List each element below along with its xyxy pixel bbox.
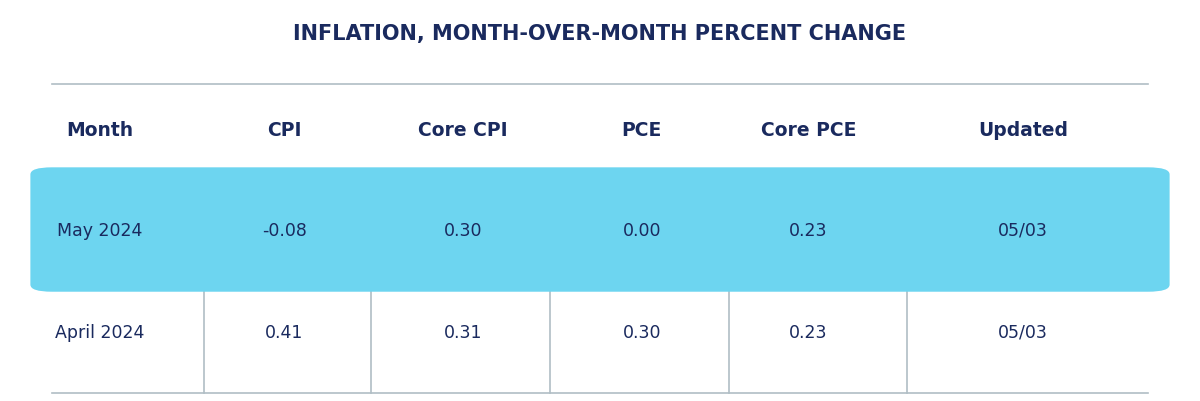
FancyBboxPatch shape [30,168,1170,292]
Text: CPI: CPI [266,120,301,139]
Text: 0.41: 0.41 [265,323,304,341]
Text: PCE: PCE [622,120,662,139]
Text: Updated: Updated [978,120,1068,139]
Text: 0.30: 0.30 [444,221,482,239]
Text: 0.23: 0.23 [790,323,828,341]
Text: 0.23: 0.23 [790,221,828,239]
Text: 05/03: 05/03 [998,323,1048,341]
Text: 0.31: 0.31 [444,323,482,341]
Text: -0.08: -0.08 [262,221,307,239]
Text: April 2024: April 2024 [55,323,144,341]
Text: May 2024: May 2024 [56,221,142,239]
Text: Month: Month [66,120,133,139]
Text: Core CPI: Core CPI [418,120,508,139]
Text: 0.30: 0.30 [623,323,661,341]
Text: 0.00: 0.00 [623,221,661,239]
Text: Core PCE: Core PCE [761,120,857,139]
Text: 05/03: 05/03 [998,221,1048,239]
Text: INFLATION, MONTH-OVER-MONTH PERCENT CHANGE: INFLATION, MONTH-OVER-MONTH PERCENT CHAN… [294,24,906,44]
